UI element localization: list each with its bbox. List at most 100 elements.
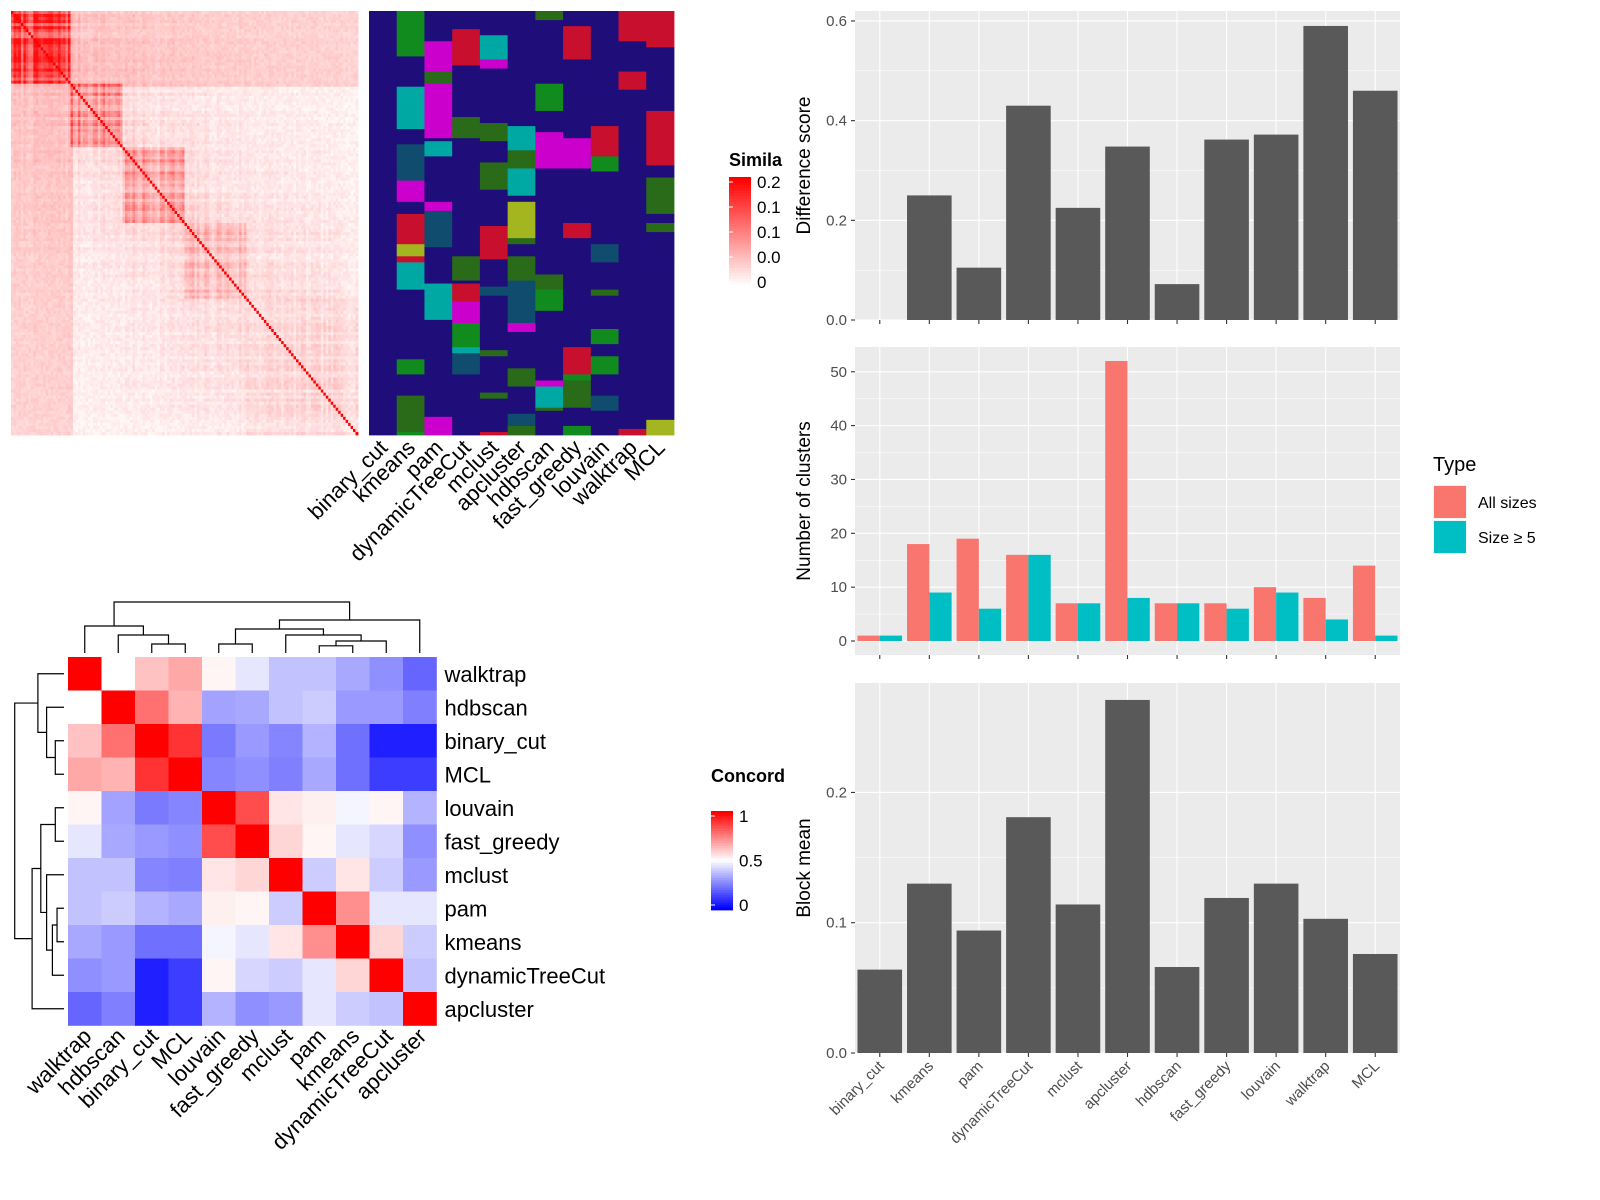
similarity-cell [348,107,351,112]
similarity-cell [154,50,158,54]
similarity-cell [162,95,166,100]
similarity-cell [149,23,153,27]
similarity-cell [243,92,247,97]
similarity-cell [18,86,22,91]
similarity-cell [226,117,230,121]
similarity-cell [45,68,49,72]
similarity-cell [350,95,354,100]
similarity-cell [58,83,61,88]
similarity-cell [43,56,47,60]
similarity-cell [231,44,235,48]
similarity-cell [182,117,185,121]
similarity-cell [204,17,208,21]
similarity-cell [137,53,141,57]
similarity-cell [234,41,237,45]
similarity-cell [43,14,47,18]
similarity-cell [271,14,275,18]
similarity-cell [115,98,118,103]
similarity-cell [177,59,180,63]
similarity-cell [134,20,138,24]
similarity-cell [107,56,111,60]
similarity-cell [199,104,203,109]
similarity-cell [199,26,203,30]
similarity-cell [303,50,307,54]
similarity-cell [325,68,329,72]
similarity-cell [115,53,118,57]
similarity-cell [169,38,173,42]
similarity-cell [92,83,96,88]
similarity-cell [65,35,69,39]
similarity-cell [204,56,208,60]
similarity-cell [231,89,235,94]
similarity-cell [117,113,121,118]
similarity-cell [122,89,126,94]
similarity-cell [246,77,250,82]
similarity-cell [107,14,111,18]
similarity-cell [23,62,27,66]
similarity-cell [159,74,163,79]
similarity-cell [70,59,74,63]
similarity-cell [142,83,146,88]
similarity-cell [253,62,257,66]
similarity-cell [50,86,54,91]
similarity-cell [288,53,292,57]
similarity-cell [110,38,114,42]
similarity-cell [179,35,183,39]
similarity-cell [129,117,133,121]
similarity-cell [162,65,166,69]
similarity-cell [43,20,47,24]
similarity-cell [85,56,89,60]
similarity-cell [234,110,237,115]
similarity-cell [157,23,161,27]
similarity-cell [162,32,166,36]
similarity-cell [328,38,332,42]
similarity-cell [234,65,237,69]
similarity-cell [147,89,151,94]
similarity-cell [102,17,106,21]
similarity-cell [271,44,275,48]
similarity-cell [120,50,123,54]
similarity-cell [77,50,81,54]
similarity-cell [266,89,270,94]
similarity-cell [92,89,96,94]
similarity-cell [239,23,242,27]
similarity-cell [266,74,270,79]
similarity-cell [48,83,52,88]
similarity-cell [268,113,272,118]
similarity-cell [243,89,247,94]
similarity-cell [110,104,114,109]
similarity-cell [97,62,101,66]
similarity-cell [231,50,235,54]
similarity-cell [350,77,354,82]
similarity-cell [60,29,64,33]
similarity-cell [234,68,237,72]
similarity-cell [318,80,322,85]
similarity-cell [333,92,337,97]
similarity-cell [38,14,42,18]
similarity-cell [60,56,64,60]
similarity-cell [55,110,59,115]
similarity-cell [350,68,354,72]
similarity-cell [234,23,237,27]
similarity-cell [60,110,64,115]
similarity-cell [248,29,252,33]
similarity-cell [147,59,151,63]
similarity-cell [177,86,180,91]
similarity-cell [90,20,94,24]
similarity-cell [243,101,247,106]
similarity-cell [132,59,136,63]
similarity-cell [288,47,292,51]
similarity-cell [219,101,223,106]
similarity-cell [90,11,94,15]
similarity-cell [333,17,337,21]
similarity-cell [18,17,22,21]
similarity-cell [100,17,104,21]
similarity-cell [330,41,334,45]
similarity-cell [172,29,175,33]
similarity-cell [11,35,14,39]
similarity-cell [157,35,161,39]
similarity-cell [100,44,104,48]
similarity-cell [122,77,126,82]
similarity-cell [325,83,329,88]
similarity-cell [266,80,270,85]
